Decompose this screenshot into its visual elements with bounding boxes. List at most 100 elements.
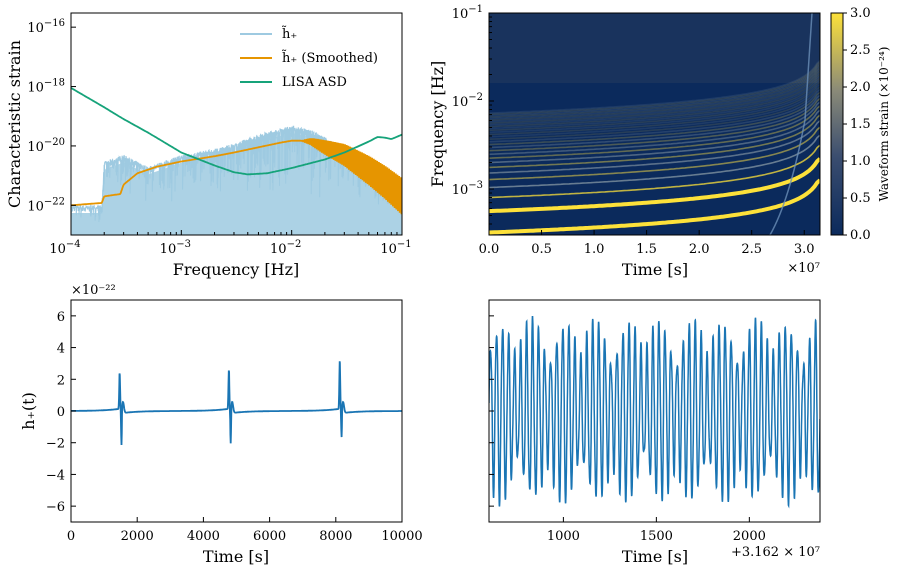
y-tick-label: −6 [46, 500, 65, 515]
waveform-axis-ticks: 1000 1500 2000 [489, 315, 766, 544]
harmonic-line [489, 61, 820, 116]
strain-axis-ticks: 10−4 10−3 10−2 10−1 10−22 10−20 10−18 10−16 [27, 18, 411, 257]
colorbar-tick-label: 1.5 [850, 117, 871, 132]
harmonic-line [489, 91, 820, 146]
x-tick-label: 8000 [319, 529, 352, 544]
spectrogram-harmonics [489, 13, 820, 235]
raw-strain-fill [71, 133, 402, 235]
legend: h̃₊ h̃₊ (Smoothed) LISA ASD [240, 25, 378, 90]
smoothed-strain-band [300, 138, 402, 215]
plot-area [71, 300, 402, 522]
x-axis-label: Time [s] [622, 547, 688, 566]
colorbar-ticks: 0.0 0.5 1.0 1.5 2.0 2.5 3.0 [843, 6, 871, 243]
x-tick-label: 1000 [547, 529, 580, 544]
x-axis-label: Frequency [Hz] [173, 260, 300, 279]
late-waveform-panel: 1000 1500 2000 Time [s] +3.162 × 10⁷ [488, 299, 821, 566]
harmonic-line [489, 178, 820, 235]
harmonic-line [489, 144, 820, 199]
plot-frame [70, 12, 403, 236]
x-tick-label: 10−1 [380, 239, 411, 257]
spectrogram-axis-ticks: 0.0 0.5 1.0 1.5 2.0 2.5 3.0 10−3 10−2 10−1 [452, 4, 815, 257]
early-waveform-panel: 0 2000 4000 6000 8000 10000 −6 −4 −2 0 2 4 6 Time [s… [19, 283, 423, 566]
harmonic-line [489, 70, 820, 124]
strain-curves [71, 87, 402, 235]
harmonic-line [489, 75, 820, 130]
y-tick-label: 10−20 [27, 137, 65, 155]
x-tick-label: 0 [67, 529, 75, 544]
x-tick-label: 4000 [187, 529, 220, 544]
x-tick-label: 1500 [640, 529, 673, 544]
legend-label: h̃₊ (Smoothed) [281, 49, 378, 66]
harmonic-line [489, 64, 820, 118]
lisa-asd-series [71, 87, 402, 176]
y-tick-label: 10−3 [452, 180, 483, 198]
harmonic-line [489, 134, 820, 189]
harmonic-line [489, 73, 820, 128]
harmonic-line [489, 97, 820, 152]
harmonic-line [489, 86, 820, 140]
plot-frame [488, 12, 821, 236]
colorbar-tick-label: 0.0 [850, 228, 871, 243]
y-scale-label: ×10⁻²² [71, 283, 116, 298]
x-axis-label: Time [s] [203, 547, 269, 566]
x-tick-label: 1.0 [584, 242, 605, 257]
waveform-line [489, 316, 820, 509]
x-tick-label: 10−3 [160, 239, 191, 257]
y-tick-label: 4 [57, 342, 65, 357]
x-tick-label: 10−4 [49, 239, 80, 257]
harmonic-line [489, 109, 820, 164]
harmonic-haze [489, 13, 820, 83]
y-axis-label: Characteristic strain [5, 40, 24, 208]
y-tick-label: 10−1 [452, 4, 483, 22]
y-tick-label: 2 [57, 373, 65, 388]
merger-track [769, 13, 813, 235]
x-offset-label: +3.162 × 10⁷ [731, 545, 820, 560]
waveform-line [71, 361, 402, 446]
colorbar-tick-label: 1.0 [850, 154, 871, 169]
colorbar-tick-label: 0.5 [850, 191, 871, 206]
harmonic-line [489, 126, 820, 181]
colorbar [830, 12, 844, 236]
y-tick-label: 10−2 [452, 92, 483, 110]
y-tick-label: 0 [57, 405, 65, 420]
harmonic-line [489, 105, 820, 159]
y-tick-label: 10−18 [27, 78, 65, 96]
harmonic-line [489, 88, 820, 143]
characteristic-strain-panel: 10−4 10−3 10−2 10−1 10−22 10−20 10−18 10−16 Fre… [5, 12, 412, 279]
colorbar-tick-label: 3.0 [850, 6, 871, 21]
waveform-axis-ticks: 0 2000 4000 6000 8000 10000 −6 −4 −2 0 2 4 6 [46, 310, 423, 544]
harmonic-line [489, 94, 820, 149]
harmonic-line [489, 60, 820, 114]
harmonic-line [489, 68, 820, 123]
colorbar-tick-label: 2.0 [850, 80, 871, 95]
colorbar-label: Waveform strain (×10⁻²⁴) [877, 47, 891, 202]
x-tick-label: 1.5 [636, 242, 657, 257]
harmonic-line [489, 77, 820, 132]
x-tick-label: 10−2 [270, 239, 301, 257]
spectrogram-panel: 0.0 0.5 1.0 1.5 2.0 2.5 3.0 10−3 10−2 10−1 Time [… [428, 4, 891, 279]
x-tick-label: 10000 [381, 529, 422, 544]
x-tick-label: 0.0 [479, 242, 500, 257]
x-tick-label: 2.0 [689, 242, 710, 257]
y-tick-label: −4 [46, 468, 65, 483]
x-tick-label: 2000 [121, 529, 154, 544]
x-tick-label: 0.5 [531, 242, 552, 257]
y-tick-label: 10−16 [27, 18, 65, 36]
x-tick-label: 2000 [733, 529, 766, 544]
legend-label: LISA ASD [282, 75, 347, 90]
x-tick-label: 3.0 [794, 242, 815, 257]
y-axis-label: h₊(t) [19, 392, 38, 430]
harmonic-line [489, 81, 820, 136]
legend-label: h̃₊ [281, 25, 297, 42]
y-tick-label: 6 [57, 310, 65, 325]
harmonic-line [489, 101, 820, 156]
harmonic-line [489, 62, 820, 117]
x-axis-label: Time [s] [622, 260, 688, 279]
harmonic-line [489, 65, 820, 120]
colorbar-tick-label: 2.5 [850, 43, 871, 58]
harmonic-line [489, 120, 820, 174]
x-offset-label: ×10⁷ [787, 261, 820, 276]
harmonic-line [489, 71, 820, 126]
harmonic-line [489, 67, 820, 121]
y-tick-label: 10−22 [27, 196, 65, 214]
